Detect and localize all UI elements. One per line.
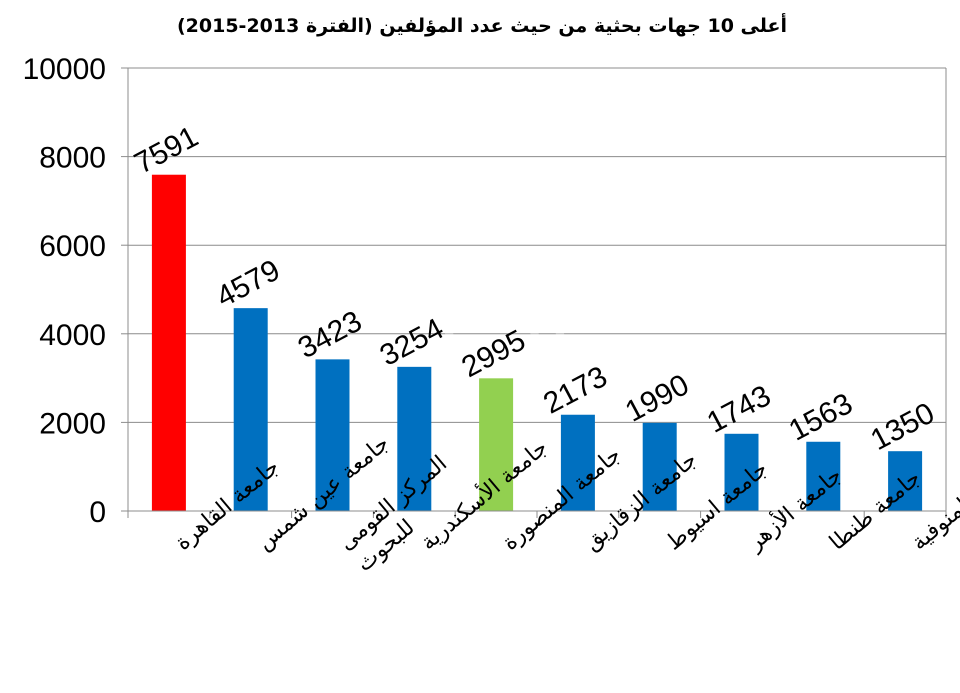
axes <box>121 67 947 518</box>
chart-title: أعلى 10 جهات بحثية من حيث عدد المؤلفين (… <box>177 13 787 37</box>
data-label: 1990 <box>620 368 694 428</box>
bar <box>315 359 350 511</box>
bar <box>397 366 432 511</box>
bar <box>560 414 595 511</box>
data-label: 1350 <box>865 397 939 457</box>
bar <box>479 378 514 511</box>
y-tick-label: 6000 <box>39 230 106 263</box>
data-label: 4579 <box>211 254 285 314</box>
y-tick-label: 10000 <box>23 53 106 86</box>
bar <box>642 422 677 511</box>
bar <box>806 441 841 511</box>
bar <box>724 433 759 511</box>
data-label: 1563 <box>784 387 858 447</box>
data-label: 7591 <box>129 120 203 180</box>
data-label: 3423 <box>293 305 367 365</box>
y-tick-label: 8000 <box>39 142 106 175</box>
y-tick-labels: 0 2000 4000 6000 8000 10000 <box>23 53 106 529</box>
y-tick-label: 0 <box>89 496 106 529</box>
bar <box>888 451 923 511</box>
data-label: 1743 <box>702 379 776 439</box>
y-tick-label: 4000 <box>39 319 106 352</box>
bar <box>233 308 268 511</box>
bars <box>151 174 923 512</box>
bar <box>151 174 186 512</box>
y-tick-label: 2000 <box>39 407 106 440</box>
